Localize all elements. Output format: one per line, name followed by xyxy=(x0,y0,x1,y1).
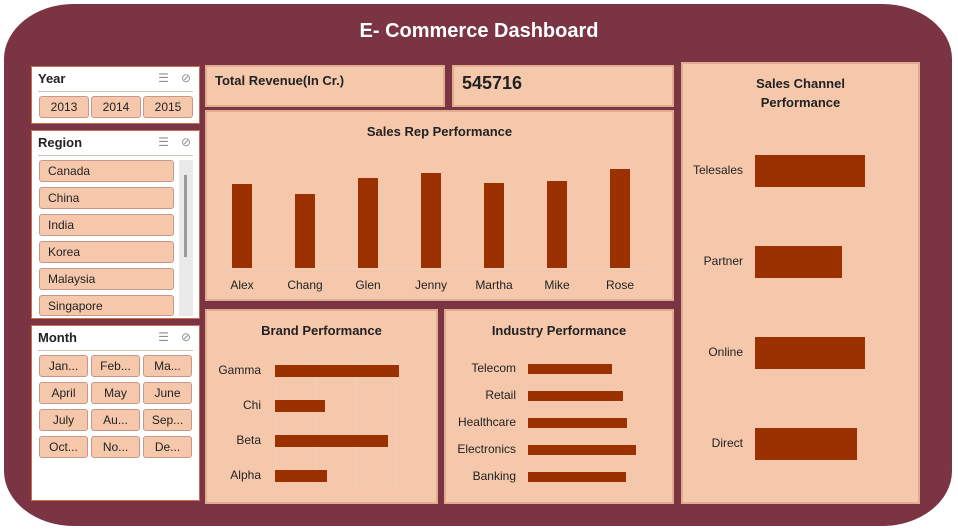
slicer-divider xyxy=(38,350,193,351)
sales-rep-category-label: Chang xyxy=(287,278,323,292)
month-chip[interactable]: Oct... xyxy=(39,436,88,458)
industry-chart-title: Industry Performance xyxy=(491,323,627,338)
brand-category-label: Chi xyxy=(242,398,261,412)
sales-channel-category-label: Partner xyxy=(703,254,743,268)
industry-bar xyxy=(528,391,623,401)
clear-filter-icon[interactable]: ⊘ xyxy=(180,71,191,85)
sales-rep-category-label: Alex xyxy=(230,278,254,292)
sales-rep-bar xyxy=(358,178,378,268)
region-scroll-thumb[interactable] xyxy=(184,175,187,257)
brand-category-label: Alpha xyxy=(230,468,261,482)
sales-rep-baseline xyxy=(227,268,655,269)
kpi-value: 545716 xyxy=(462,73,523,93)
industry-category-label: Banking xyxy=(472,469,516,483)
month-chip[interactable]: Feb... xyxy=(91,355,140,377)
clear-filter-icon[interactable]: ⊘ xyxy=(180,135,191,149)
sales-rep-chart-title: Sales Rep Performance xyxy=(366,124,513,139)
multi-select-icon[interactable]: ☰ xyxy=(158,330,169,344)
month-slicer: Month ☰ ⊘ Jan... Feb... Ma... April May J… xyxy=(31,325,200,501)
month-chip[interactable]: Ma... xyxy=(143,355,192,377)
brand-category-label: Beta xyxy=(236,433,261,447)
sales-rep-category-label: Rose xyxy=(605,278,634,292)
year-slicer: Year ☰ ⊘ 2013 2014 2015 xyxy=(31,66,200,124)
sales-channel-bar xyxy=(755,337,865,369)
brand-chart: Brand Performance Gamma Chi Beta Alpha xyxy=(205,309,438,504)
brand-bar xyxy=(275,470,327,482)
brand-chart-title: Brand Performance xyxy=(261,323,382,338)
year-chip-2013[interactable]: 2013 xyxy=(39,96,89,118)
sales-channel-category-label: Online xyxy=(708,345,743,359)
sales-channel-title-line1: Sales Channel xyxy=(756,76,845,91)
industry-chart: Industry Performance Telecom Retail Health… xyxy=(444,309,674,504)
region-slicer: Region ☰ ⊘ Canada China India Korea Malay… xyxy=(31,130,200,319)
sales-rep-bar xyxy=(547,181,567,268)
brand-bar xyxy=(275,365,399,377)
gridline xyxy=(355,355,356,487)
month-chip[interactable]: Sep... xyxy=(143,409,192,431)
month-chip[interactable]: Au... xyxy=(91,409,140,431)
dashboard-title: E- Commerce Dashboard xyxy=(359,20,599,42)
month-chip[interactable]: Jan... xyxy=(39,355,88,377)
brand-category-label: Gamma xyxy=(218,363,261,377)
gridline xyxy=(395,355,396,487)
region-slicer-header: Region xyxy=(38,135,83,150)
slicer-divider xyxy=(38,155,193,156)
industry-category-label: Healthcare xyxy=(457,415,516,429)
sales-rep-bar xyxy=(484,183,504,268)
sales-rep-chart: Sales Rep Performance Alex Chang Glen Jenny… xyxy=(205,110,674,301)
year-chip-2015[interactable]: 2015 xyxy=(143,96,193,118)
industry-bar xyxy=(528,472,626,482)
region-chip-india[interactable]: India xyxy=(39,214,174,236)
sales-rep-category-label: Martha xyxy=(475,278,513,292)
sales-rep-category-label: Jenny xyxy=(414,278,448,292)
multi-select-icon[interactable]: ☰ xyxy=(158,71,169,85)
sales-rep-bar xyxy=(421,173,441,268)
industry-bar xyxy=(528,418,627,428)
kpi-value-panel: 545716 xyxy=(452,65,674,107)
sales-channel-bar xyxy=(755,246,842,278)
month-chip[interactable]: No... xyxy=(91,436,140,458)
month-chip[interactable]: April xyxy=(39,382,88,404)
gridline xyxy=(275,355,276,487)
sales-rep-bar xyxy=(232,184,252,268)
sales-rep-bar xyxy=(295,194,315,268)
kpi-label: Total Revenue(In Cr.) xyxy=(215,73,345,88)
gridline xyxy=(315,355,316,487)
sales-rep-category-label: Mike xyxy=(544,278,570,292)
year-slicer-header: Year xyxy=(38,71,66,86)
region-chip-canada[interactable]: Canada xyxy=(39,160,174,182)
clear-filter-icon[interactable]: ⊘ xyxy=(180,330,191,344)
month-chip[interactable]: De... xyxy=(143,436,192,458)
year-chip-2014[interactable]: 2014 xyxy=(91,96,141,118)
region-chip-china[interactable]: China xyxy=(39,187,174,209)
sales-channel-bar xyxy=(755,428,857,460)
sales-channel-category-label: Telesales xyxy=(692,163,743,177)
brand-bar xyxy=(275,435,388,447)
month-chip[interactable]: June xyxy=(143,382,192,404)
slicer-divider xyxy=(38,91,193,92)
multi-select-icon[interactable]: ☰ xyxy=(158,135,169,149)
industry-category-label: Telecom xyxy=(471,361,516,375)
sales-rep-category-label: Glen xyxy=(355,278,381,292)
region-chip-malaysia[interactable]: Malaysia xyxy=(39,268,174,290)
month-chip[interactable]: May xyxy=(91,382,140,404)
month-slicer-header: Month xyxy=(38,330,77,345)
brand-bar xyxy=(275,400,325,412)
month-chip[interactable]: July xyxy=(39,409,88,431)
region-chip-singapore[interactable]: Singapore xyxy=(39,295,174,316)
kpi-label-panel: Total Revenue(In Cr.) xyxy=(205,65,445,107)
industry-category-label: Retail xyxy=(485,388,516,402)
sales-rep-bar xyxy=(610,169,630,268)
industry-bar xyxy=(528,445,636,455)
industry-category-label: Electronics xyxy=(457,442,516,456)
sales-channel-title-line2: Performance xyxy=(760,95,841,110)
industry-bar xyxy=(528,364,612,374)
sales-channel-chart: Sales Channel Performance Telesales Partn… xyxy=(681,62,920,504)
sales-channel-bar xyxy=(755,155,865,187)
region-chip-korea[interactable]: Korea xyxy=(39,241,174,263)
sales-channel-category-label: Direct xyxy=(711,436,743,450)
